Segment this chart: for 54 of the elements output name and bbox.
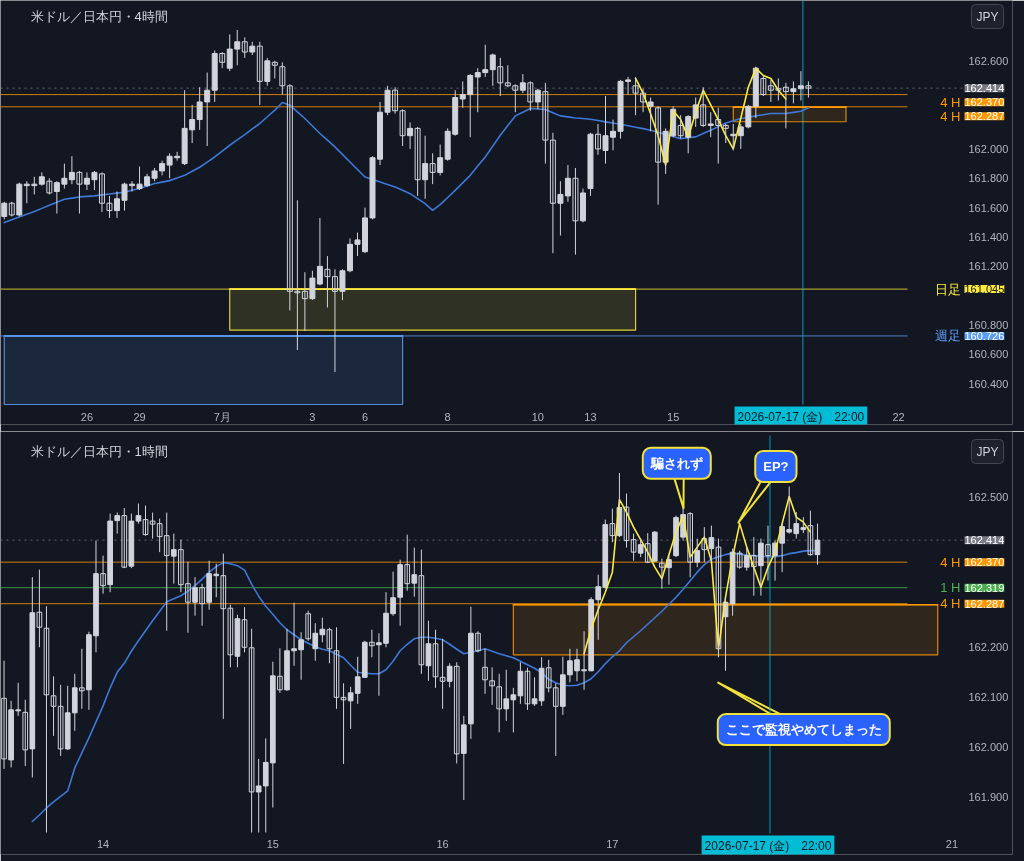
- text: 160.726: [964, 329, 1005, 342]
- y-tick-label: 161.400: [968, 231, 1009, 243]
- x-tick-label: 13: [584, 410, 597, 423]
- ref-line-label: 4 H: [940, 94, 961, 110]
- y-axis-title: JPY: [976, 444, 999, 459]
- x-tick-label: 15: [266, 837, 279, 850]
- x-tick-label: 21: [945, 837, 959, 850]
- ref-line-label: 日足: [934, 281, 961, 297]
- ref-line-label: 週足: [934, 328, 961, 344]
- text: 162.370: [964, 556, 1005, 569]
- x-tick-label: 15: [667, 410, 680, 423]
- ref-line-label: 4 H: [940, 596, 961, 612]
- text: 162.414: [964, 82, 1005, 95]
- text: 162.319: [964, 581, 1005, 594]
- text: 162.287: [964, 597, 1005, 610]
- x-tick-label: 6: [361, 410, 369, 423]
- y-axis-title: JPY: [976, 9, 999, 24]
- y-tick-label: 162.600: [968, 54, 1009, 67]
- y-tick-label: 161.800: [968, 172, 1009, 185]
- y-tick-label: 162.200: [968, 641, 1009, 654]
- text: 米ドル／日本円・1時間: [30, 444, 168, 459]
- y-tick-label: 162.100: [968, 691, 1009, 704]
- x-tick-label: 8: [444, 410, 451, 423]
- y-tick-label: 162.000: [968, 741, 1009, 754]
- x-tick-label: 14: [96, 837, 110, 850]
- y-tick-label: 160.800: [968, 319, 1009, 332]
- x-tick-label: 29: [133, 410, 146, 423]
- x-tick-label: 3: [309, 410, 316, 423]
- x-tick-label: 26: [80, 410, 94, 423]
- annotation: ここで監視やめてしまった: [725, 722, 882, 738]
- text: 162.370: [964, 96, 1005, 109]
- x-tick-label: 22: [892, 410, 905, 423]
- x-tick-label: 7月: [213, 410, 231, 423]
- ref-line-label: 1 H: [940, 580, 961, 596]
- y-tick-label: 160.600: [968, 348, 1009, 361]
- y-tick-label: 161.600: [968, 201, 1009, 214]
- ref-line-label: 4 H: [940, 108, 961, 124]
- annotation: 騙されず: [649, 455, 703, 471]
- ref-line-label: 4 H: [940, 554, 961, 570]
- text: 米ドル／日本円・4時間: [30, 9, 168, 24]
- y-tick-label: 162.500: [968, 491, 1009, 504]
- text: 162.414: [964, 534, 1005, 547]
- x-tick-label: 16: [436, 837, 449, 850]
- text: 161.045: [964, 283, 1005, 296]
- annotation: EP?: [763, 459, 789, 475]
- text: 162.287: [964, 110, 1005, 123]
- y-tick-label: 161.200: [968, 260, 1009, 273]
- x-tick-label: 2026-07-17 (金) 22:00: [737, 409, 865, 424]
- x-tick-label: 2026-07-17 (金) 22:00: [704, 838, 832, 853]
- y-tick-label: 160.400: [968, 377, 1009, 390]
- y-tick-label: 161.900: [968, 791, 1009, 804]
- x-tick-label: 17: [606, 837, 619, 850]
- x-tick-label: 10: [531, 410, 544, 423]
- y-tick-label: 162.000: [968, 142, 1009, 155]
